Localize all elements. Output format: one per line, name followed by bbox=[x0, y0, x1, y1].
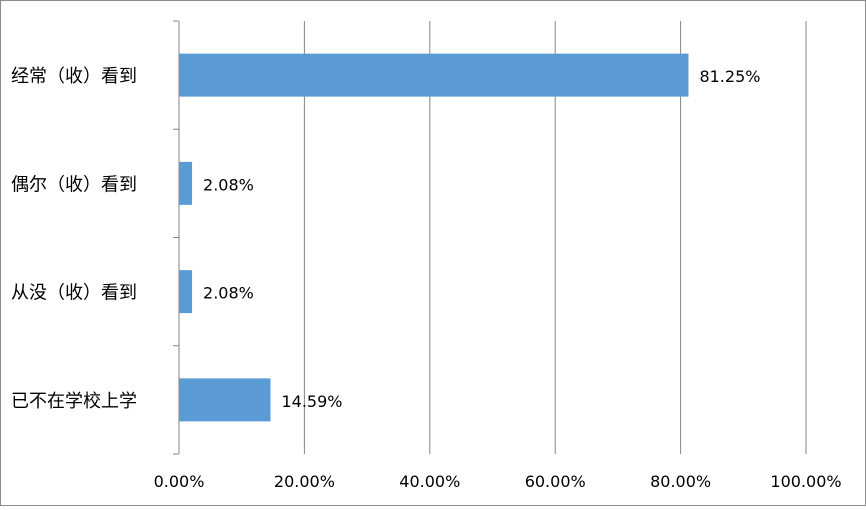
category-label-1: 偶尔（收）看到 bbox=[11, 174, 137, 195]
x-tick-label-1: 20.00% bbox=[274, 472, 335, 491]
data-label-3: 14.59% bbox=[281, 392, 342, 411]
category-label-2: 从没（收）看到 bbox=[11, 283, 137, 304]
data-label-0: 81.25% bbox=[699, 67, 760, 86]
category-label-0: 经常（收）看到 bbox=[11, 66, 137, 87]
x-tick-label-4: 80.00% bbox=[650, 472, 711, 491]
x-tick-label-0: 0.00% bbox=[154, 472, 205, 491]
data-label-1: 2.08% bbox=[203, 175, 254, 194]
x-tick-label-2: 40.00% bbox=[399, 472, 460, 491]
bar-1 bbox=[179, 161, 193, 205]
bar-0 bbox=[179, 53, 689, 97]
x-tick-label-3: 60.00% bbox=[525, 472, 586, 491]
category-label-3: 已不在学校上学 bbox=[11, 391, 137, 412]
bar-2 bbox=[179, 270, 193, 314]
bar-3 bbox=[179, 378, 271, 422]
x-tick-label-5: 100.00% bbox=[770, 472, 841, 491]
data-label-2: 2.08% bbox=[203, 284, 254, 303]
